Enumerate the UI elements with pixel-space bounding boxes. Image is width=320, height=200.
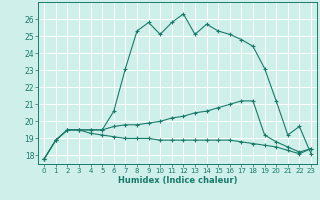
X-axis label: Humidex (Indice chaleur): Humidex (Indice chaleur): [118, 176, 237, 185]
